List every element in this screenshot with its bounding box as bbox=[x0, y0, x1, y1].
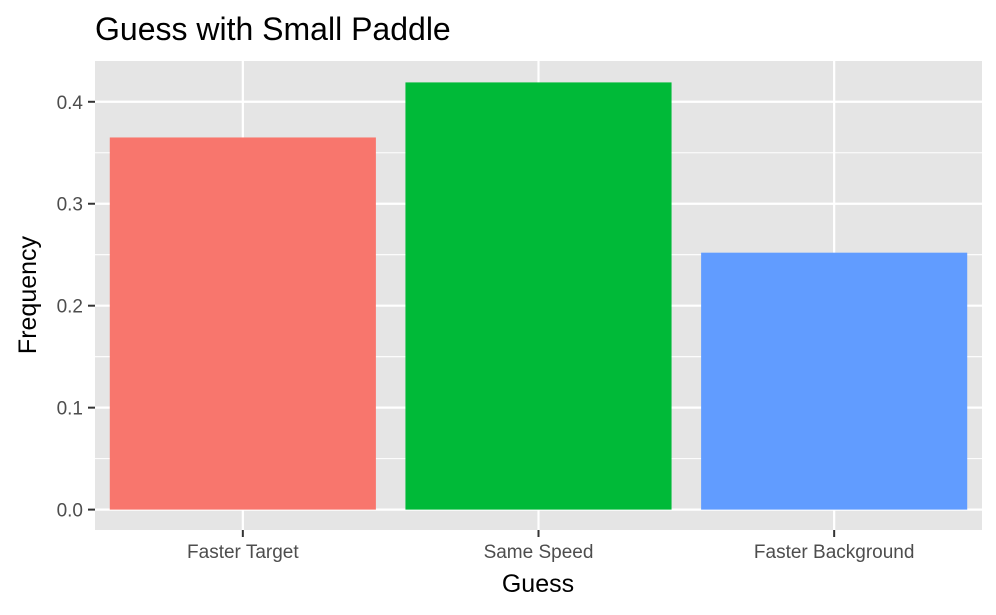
x-axis-title: Guess bbox=[502, 570, 574, 598]
x-tick-label: Faster Target bbox=[187, 542, 299, 563]
chart-title: Guess with Small Paddle bbox=[95, 11, 451, 47]
y-axis: 0.0 0.1 0.2 0.3 0.4 bbox=[57, 93, 95, 522]
bar-faster-target bbox=[109, 137, 376, 510]
bar-same-speed bbox=[405, 82, 672, 510]
y-tick-label: 0.0 bbox=[57, 501, 83, 522]
x-axis: Faster Target Same Speed Faster Background bbox=[187, 530, 914, 563]
x-tick-label: Faster Background bbox=[754, 542, 915, 563]
y-axis-title: Frequency bbox=[14, 235, 42, 354]
y-tick-label: 0.2 bbox=[57, 297, 83, 318]
bars bbox=[109, 82, 968, 510]
x-tick-label: Same Speed bbox=[484, 542, 594, 563]
y-tick-label: 0.3 bbox=[57, 195, 83, 216]
bar-faster-background bbox=[701, 252, 968, 510]
y-tick-label: 0.4 bbox=[57, 93, 84, 114]
y-tick-label: 0.1 bbox=[57, 399, 83, 420]
